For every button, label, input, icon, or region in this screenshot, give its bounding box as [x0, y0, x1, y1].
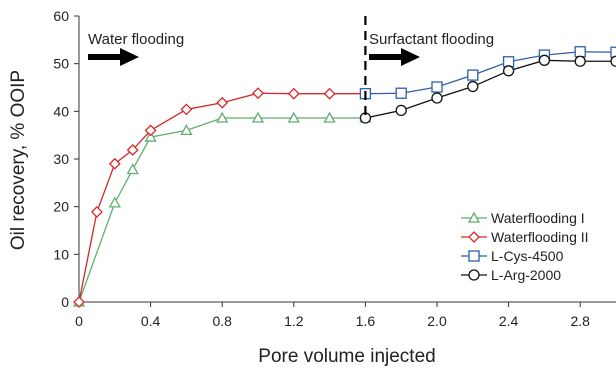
data-point-marker [216, 111, 229, 123]
data-point-marker [216, 96, 229, 109]
data-point-marker [73, 296, 85, 308]
legend-label: Waterflooding I [491, 210, 585, 226]
data-point-marker [180, 103, 193, 116]
data-point-marker [574, 46, 586, 58]
x-tick-label: 0.4 [141, 313, 161, 329]
data-point-marker [90, 205, 103, 218]
arrow-shaft [369, 54, 402, 60]
arrow-shaft [88, 54, 121, 60]
data-point-marker [538, 54, 551, 66]
data-point-marker [251, 111, 265, 123]
data-point-marker [468, 250, 480, 262]
data-point-marker [180, 124, 193, 136]
data-point-marker [144, 130, 157, 142]
y-tick-label: 50 [53, 56, 69, 72]
data-point-marker [126, 144, 139, 156]
x-axis-label: Pore volume injected [258, 346, 435, 367]
data-point-marker [126, 163, 139, 175]
data-point-marker [395, 104, 407, 117]
legend-item: L-Arg-2000 [461, 267, 561, 283]
data-point-marker [610, 55, 616, 67]
y-tick-label: 20 [53, 199, 69, 215]
data-point-marker [467, 211, 481, 223]
data-point-marker [287, 111, 300, 123]
data-point-marker [144, 124, 157, 137]
data-point-marker [287, 87, 300, 100]
series-waterflooding-i [72, 111, 372, 307]
y-tick-label: 40 [53, 103, 69, 119]
surfactant-flooding-arrow-icon [369, 48, 420, 66]
data-point-marker [108, 196, 121, 208]
annotation-water-flooding: Water flooding [88, 31, 184, 48]
data-point-marker [467, 80, 479, 93]
data-point-marker [468, 231, 480, 243]
legend-item: Waterflooding I [461, 210, 585, 226]
series-waterflooding-ii [73, 87, 372, 308]
legend-label: Waterflooding II [491, 229, 589, 245]
data-point-marker [108, 157, 121, 170]
y-tick-label: 30 [53, 151, 69, 167]
y-tick-label: 0 [61, 294, 69, 310]
arrow-head [120, 48, 139, 66]
x-tick-label: 0 [75, 313, 83, 329]
water-flooding-arrow-icon [88, 48, 139, 66]
legend-label: L-Cys-4500 [491, 248, 564, 264]
data-point-marker [468, 269, 480, 281]
x-tick-label: 1.6 [356, 313, 376, 329]
data-point-marker [431, 81, 443, 93]
data-point-marker [323, 111, 336, 123]
x-tick-label: 2.4 [499, 313, 519, 329]
legend-item: Waterflooding II [461, 229, 589, 245]
series-line [78, 92, 366, 303]
x-tick-label: 0.8 [212, 313, 232, 329]
legend-item: L-Cys-4500 [461, 248, 564, 264]
series-line [365, 51, 616, 95]
data-point-marker [502, 65, 515, 77]
axes-layer: 0 10 20 30 40 50 60 0 0.4 0.8 1.2 1.6 2.0 2.4 2.8 [53, 8, 616, 329]
series-l-arg-2000 [359, 54, 616, 124]
data-point-marker [395, 87, 407, 99]
data-point-marker [574, 55, 586, 67]
annotation-layer: Water flooding Surfactant flooding [88, 16, 494, 119]
data-point-marker [252, 87, 264, 100]
series-line [78, 117, 366, 303]
data-point-marker [610, 46, 616, 58]
y-axis-label: Oil recovery, % OOIP [8, 70, 29, 250]
legend-label: L-Arg-2000 [491, 267, 561, 283]
data-point-marker [323, 87, 336, 100]
series-line [365, 59, 616, 119]
annotation-surfactant-flooding: Surfactant flooding [369, 31, 494, 48]
data-point-marker [467, 69, 479, 81]
arrow-head [401, 48, 420, 66]
data-point-marker [431, 92, 443, 104]
y-tick-label: 60 [53, 8, 69, 24]
y-tick-label: 10 [53, 246, 69, 262]
x-tick-label: 2.8 [570, 313, 590, 329]
x-tick-label: 1.2 [284, 313, 304, 329]
x-tick-label: 2.0 [427, 313, 447, 329]
legend: Waterflooding I Waterflooding II L-Cys-450… [461, 210, 589, 283]
